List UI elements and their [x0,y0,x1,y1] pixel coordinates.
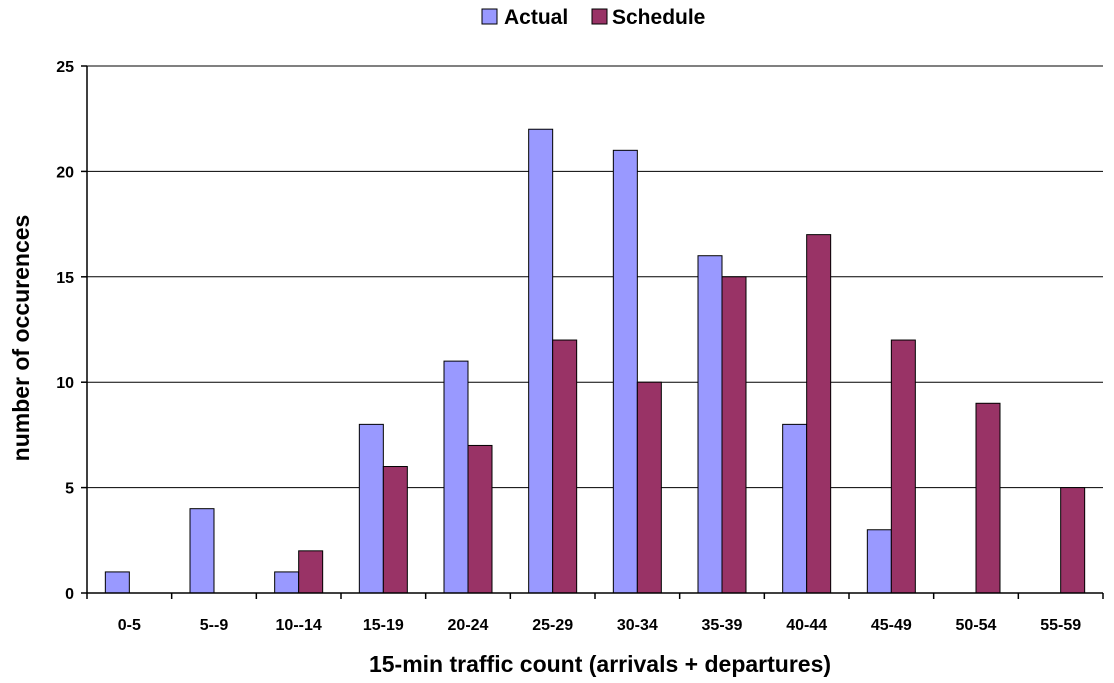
x-tick-label: 5--9 [200,617,229,634]
legend-label-actual: Actual [504,6,568,29]
y-tick-label: 15 [56,270,74,287]
bar-schedule-55-59 [1060,487,1086,594]
x-tick-label: 20-24 [448,617,489,634]
bar-schedule-45-49 [890,339,916,594]
bar-actual-5--9 [189,508,215,594]
bar-schedule-25-29 [552,339,578,594]
bar-schedule-40-44 [806,234,832,594]
bar-actual-40-44 [782,423,808,594]
bar-actual-25-29 [528,128,554,594]
bars [104,128,1086,594]
legend-swatch-actual [481,8,498,25]
x-tick-label: 30-34 [617,617,658,634]
axes [81,65,1104,599]
gridlines [87,65,1103,489]
bar-actual-15-19 [358,423,384,594]
y-tick-label: 10 [56,375,74,392]
bar-actual-0-5 [104,571,130,594]
x-tick-label: 45-49 [871,617,912,634]
bar-actual-30-34 [612,149,638,594]
y-tick-label: 20 [56,164,74,181]
bar-schedule-35-39 [721,276,747,594]
x-tick-labels: 0-5 5--9 10--14 15-19 20-24 25-29 30-34 35-39 40… [118,617,1081,634]
bar-schedule-50-54 [975,402,1001,594]
y-tick-label: 25 [56,59,74,76]
x-tick-label: 50-54 [956,617,997,634]
bar-actual-35-39 [697,255,723,594]
y-tick-label: 5 [65,481,74,498]
bar-schedule-15-19 [382,466,408,594]
x-tick-label: 25-29 [532,617,573,634]
bar-schedule-30-34 [636,381,662,594]
bar-schedule-10--14 [298,550,324,594]
y-tick-label: 0 [65,586,74,603]
legend-label-schedule: Schedule [612,6,705,29]
x-axis-title: 15-min traffic count (arrivals + departu… [369,651,831,677]
legend-swatch-schedule [591,8,608,25]
bar-schedule-20-24 [467,444,493,594]
bar-actual-20-24 [443,360,469,594]
x-tick-label: 35-39 [702,617,743,634]
legend: Actual Schedule [481,6,705,29]
x-tick-label: 0-5 [118,617,141,634]
bar-actual-10--14 [274,571,300,594]
x-tick-label: 40-44 [786,617,827,634]
y-tick-labels: 0 5 10 15 20 25 [56,59,74,603]
x-tick-label: 55-59 [1040,617,1081,634]
y-axis-title: number of occurences [8,215,34,462]
x-tick-label: 15-19 [363,617,404,634]
x-tick-label: 10--14 [276,617,322,634]
bar-actual-45-49 [866,529,892,594]
